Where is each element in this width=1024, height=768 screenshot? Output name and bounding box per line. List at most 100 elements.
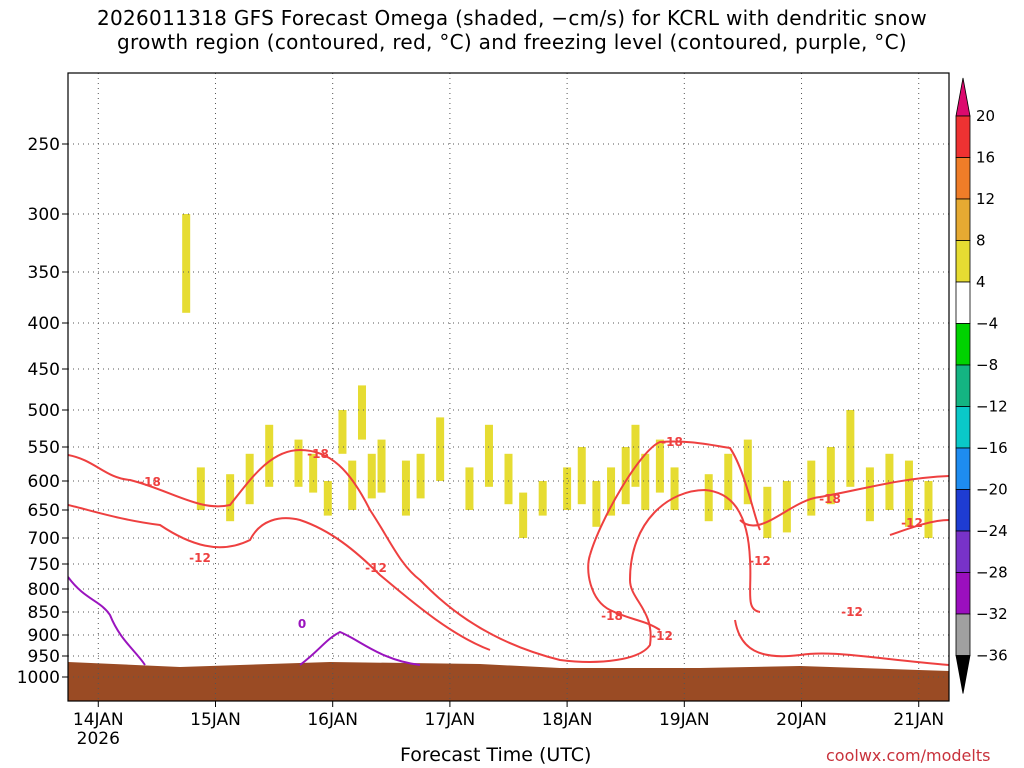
x-tick-label: 21JAN (893, 710, 944, 730)
omega-region (484, 424, 493, 487)
omega-region (577, 447, 586, 505)
omega-region (641, 453, 650, 510)
omega-region (196, 467, 205, 510)
omega-region (465, 467, 474, 510)
omega-region (504, 453, 513, 505)
y-tick-label: 800 (28, 580, 60, 600)
omega-region (323, 481, 332, 516)
omega-region (763, 486, 772, 538)
colorbar-label: −20 (976, 481, 1008, 499)
omega-region (670, 467, 679, 510)
colorbar-swatch (955, 530, 971, 573)
y-tick-label: 950 (28, 647, 60, 667)
omega-region (265, 424, 274, 487)
y-tick-label: 900 (28, 626, 60, 646)
colorbar-label: −28 (976, 564, 1008, 582)
contour-label: -12 (189, 551, 211, 565)
x-tick-label: 14JAN (73, 710, 124, 730)
y-tick-label: 350 (28, 263, 60, 283)
plot-frame (67, 72, 950, 702)
colorbar-label: 16 (976, 149, 995, 167)
omega-region (367, 453, 376, 499)
contour-label: -12 (651, 629, 673, 643)
omega-region (592, 481, 601, 527)
y-tick-label: 450 (28, 360, 60, 380)
colorbar-label: −32 (976, 605, 1008, 623)
colorbar-swatch (955, 613, 971, 656)
omega-region (655, 439, 664, 493)
colorbar-label: −16 (976, 439, 1008, 457)
terrain-ground (68, 662, 949, 701)
omega-region (401, 460, 410, 516)
contour-label: 0 (298, 617, 306, 631)
colorbar-label: 4 (976, 273, 986, 291)
omega-region (631, 424, 640, 487)
colorbar-label: 8 (976, 232, 986, 250)
colorbar-swatch (955, 281, 971, 324)
y-tick-label: 550 (28, 438, 60, 458)
x-tick-sublabel: 2026 (77, 729, 120, 749)
contour-minus-18-c (587, 554, 661, 631)
omega-shading-layer (68, 214, 949, 701)
omega-region (348, 460, 357, 510)
contour-label: -18 (819, 492, 841, 506)
contour-label: -18 (307, 447, 329, 461)
y-tick-label: 850 (28, 603, 60, 623)
y-tick-label: 400 (28, 314, 60, 334)
x-axis-label: Forecast Time (UTC) (400, 744, 592, 766)
pressure-axis: 250 300 350 400 450 500 550 600 650 700 750 800 850 9… (17, 135, 68, 688)
colorbar-swatch (955, 364, 971, 407)
colorbar-swatch (955, 406, 971, 449)
colorbar-cap-bottom (955, 655, 971, 694)
contour-minus-12 (68, 504, 491, 651)
grid-lines (68, 73, 949, 701)
omega-region (607, 467, 616, 516)
source-credit: coolwx.com/modelts (826, 746, 991, 765)
y-tick-label: 250 (28, 135, 60, 155)
omega-region (182, 214, 191, 313)
colorbar-label: −24 (976, 522, 1008, 540)
x-tick-label: 18JAN (542, 710, 593, 730)
omega-region (743, 439, 752, 505)
omega-region (357, 385, 366, 440)
x-tick-label: 17JAN (425, 710, 476, 730)
chart-title-line-1: 2026011318 GFS Forecast Omega (shaded, −… (96, 6, 928, 30)
contour-label: -18 (661, 435, 683, 449)
omega-region (904, 460, 913, 527)
chart-title: 2026011318 GFS Forecast Omega (shaded, −… (0, 6, 1024, 54)
colorbar-label: −4 (976, 315, 998, 333)
omega-region (807, 460, 816, 516)
contour-minus-12-c (734, 619, 949, 666)
colorbar-swatch (955, 115, 971, 158)
contour-minus-18-b (589, 440, 761, 556)
colorbar-label: −12 (976, 398, 1008, 416)
x-tick-label: 16JAN (307, 710, 358, 730)
omega-region (338, 410, 347, 454)
colorbar-label: −8 (976, 356, 998, 374)
colorbar-cap-top (955, 77, 971, 117)
x-tick-label: 19JAN (659, 710, 710, 730)
colorbar-label: −36 (976, 647, 1008, 665)
freezing-level-contour (68, 576, 421, 666)
contour-label: -12 (749, 554, 771, 568)
omega-region (865, 467, 874, 522)
omega-region (309, 453, 318, 493)
contour-layer: -18 -12 -18 -12 -18 -12 -18 -12 -18 -12 -12 0 (68, 435, 949, 666)
y-tick-label: 750 (28, 555, 60, 575)
colorbar-swatch (955, 240, 971, 283)
y-tick-label: 650 (28, 501, 60, 521)
contour-label: -18 (139, 475, 161, 489)
colorbar-swatch (955, 323, 971, 366)
chart-title-line-2: growth region (contoured, red, °C) and f… (117, 30, 907, 54)
y-tick-label: 700 (28, 529, 60, 549)
omega-region (436, 417, 445, 481)
omega-region (519, 492, 528, 538)
omega-region (846, 410, 855, 487)
omega-region (704, 474, 713, 522)
contour-label: -12 (901, 516, 923, 530)
omega-region (782, 481, 791, 533)
omega-region (245, 453, 254, 505)
omega-region (724, 453, 733, 510)
